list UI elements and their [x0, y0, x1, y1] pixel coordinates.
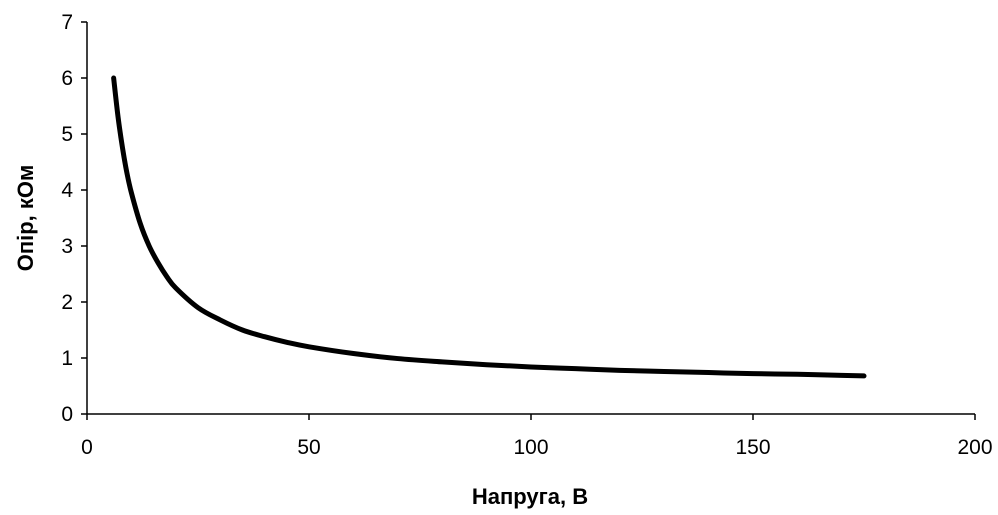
y-tick-label: 5	[61, 123, 73, 146]
x-tick-label: 50	[297, 436, 320, 459]
y-tick-label: 2	[61, 291, 73, 314]
y-tick-label: 3	[61, 235, 73, 258]
series-line	[111, 75, 867, 379]
x-axis-title: Напруга, В	[472, 484, 588, 509]
plot-area	[111, 75, 867, 379]
y-tick-label: 6	[61, 67, 73, 90]
x-tick-label: 200	[957, 436, 992, 459]
x-tick-label: 0	[81, 436, 93, 459]
y-tick-label: 1	[61, 347, 73, 370]
y-tick-label: 0	[61, 403, 73, 426]
x-tick-label: 100	[513, 436, 548, 459]
y-tick-label: 4	[61, 179, 73, 202]
y-ticks: 0 1 2 3 4 5 6 7	[61, 11, 87, 426]
x-ticks: 0 50 100 150 200	[81, 414, 993, 459]
y-axis-title: Опір, кОм	[13, 165, 38, 272]
x-tick-label: 150	[735, 436, 770, 459]
y-tick-label: 7	[61, 11, 73, 34]
axes	[86, 22, 975, 415]
